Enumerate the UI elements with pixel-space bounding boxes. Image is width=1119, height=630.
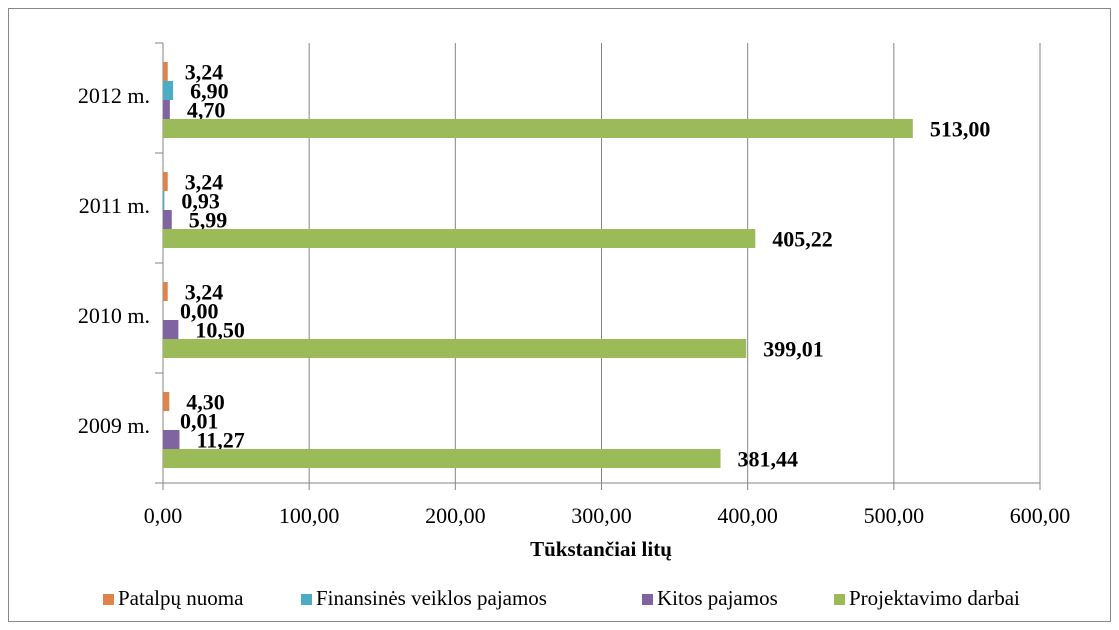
y-tick-label: 2009 m. [78,413,150,438]
value-label: 513,00 [930,117,991,142]
value-label: 4,30 [186,390,225,415]
bar [163,449,721,468]
bar [163,62,168,81]
value-label: 405,22 [772,227,833,252]
value-label: 381,44 [738,447,799,472]
value-label: 0,00 [180,299,219,324]
bar [163,339,747,358]
value-label: 0,01 [180,409,219,434]
value-label: 4,70 [187,98,226,123]
x-tick-label: 500,00 [864,503,925,528]
x-axis-title: Tūkstančiai litų [530,537,672,561]
value-label: 0,93 [181,189,220,214]
bar [163,191,165,210]
value-label: 11,27 [196,428,244,453]
value-label: 3,24 [185,60,224,85]
x-tick-label: 300,00 [571,503,632,528]
legend-swatch [642,594,653,605]
bar [163,210,172,229]
legend-swatch [834,594,845,605]
bar [163,81,174,100]
value-label: 3,24 [185,280,224,305]
x-tick-label: 600,00 [1010,503,1071,528]
chart-border [8,8,1111,622]
legend-label: Projektavimo darbai [849,586,1020,610]
value-label: 10,50 [195,318,245,343]
y-tick-label: 2011 m. [79,193,150,218]
value-label: 399,01 [763,337,824,362]
bar [163,172,168,191]
x-tick-label: 0,00 [144,503,183,528]
x-tick-label: 200,00 [425,503,486,528]
bar [163,430,180,449]
bar [163,392,170,411]
legend-swatch [301,594,312,605]
y-tick-label: 2010 m. [78,303,150,328]
value-label: 5,99 [189,208,228,233]
bar [163,229,756,248]
value-label: 6,90 [190,79,229,104]
bar [163,100,170,119]
bar [163,282,168,301]
legend-label: Kitos pajamos [657,586,778,610]
legend-swatch [103,594,114,605]
value-label: 3,24 [185,170,224,195]
legend-label: Patalpų nuoma [118,586,244,610]
y-tick-label: 2012 m. [78,83,150,108]
legend-label: Finansinės veiklos pajamos [316,586,547,610]
x-tick-label: 400,00 [717,503,778,528]
x-tick-label: 100,00 [279,503,340,528]
bar [163,320,179,339]
bar [163,119,913,138]
